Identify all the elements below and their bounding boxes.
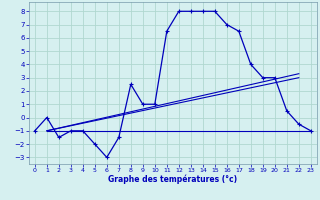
- X-axis label: Graphe des températures (°c): Graphe des températures (°c): [108, 175, 237, 184]
